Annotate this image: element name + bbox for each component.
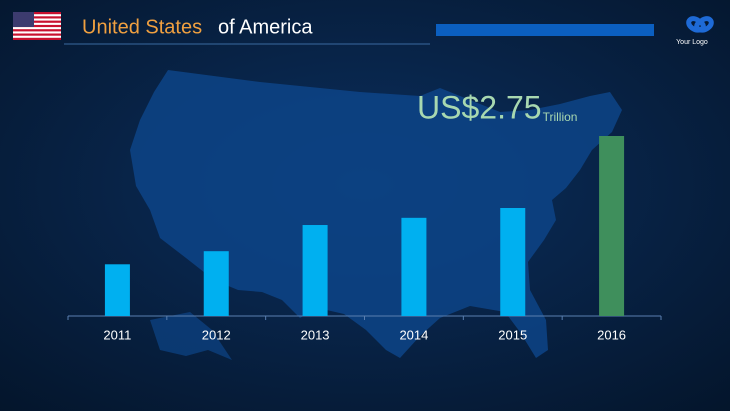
alaska	[150, 312, 232, 360]
x-tick-label: 2013	[301, 327, 330, 342]
bar	[302, 225, 328, 316]
flag	[13, 12, 61, 40]
x-tick-label: 2015	[498, 327, 527, 342]
header-bar	[436, 24, 654, 36]
value-unit: Trillion	[543, 110, 578, 124]
value-label: US$2.75	[417, 89, 542, 125]
logo-icon	[686, 16, 714, 33]
bar	[500, 208, 526, 316]
title-rest: of America	[218, 16, 313, 38]
bar	[599, 136, 625, 316]
logo-text: Your Logo	[676, 39, 708, 46]
bar	[104, 264, 130, 316]
x-tick-label: 2012	[202, 327, 231, 342]
bar	[203, 251, 229, 316]
title-highlight: United States	[82, 16, 202, 38]
x-tick-label: 2016	[597, 327, 626, 342]
x-tick-label: 2014	[399, 327, 428, 342]
us-map	[130, 70, 622, 358]
x-tick-label: 2011	[103, 327, 131, 342]
bar	[401, 217, 427, 316]
